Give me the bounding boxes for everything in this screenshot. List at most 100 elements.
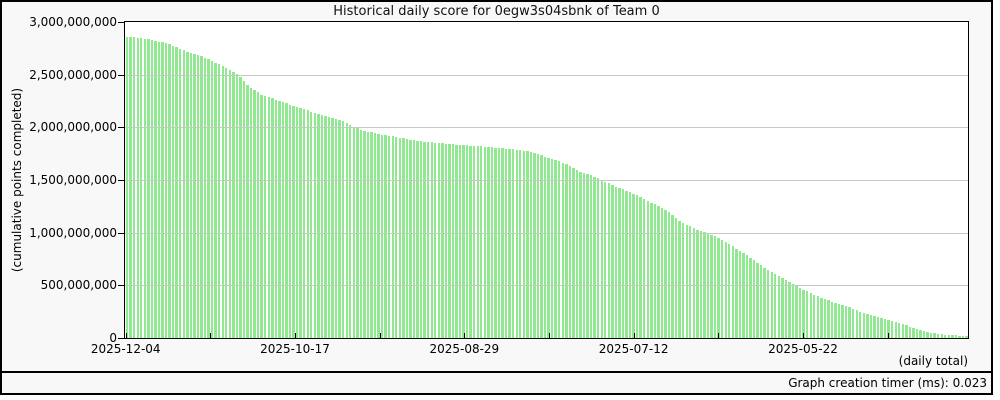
bar [395, 137, 398, 338]
bar [327, 116, 331, 338]
bar [767, 269, 770, 338]
bar [441, 143, 444, 338]
bar [582, 172, 586, 338]
y-tick [118, 127, 124, 129]
bar [859, 311, 862, 338]
bar [805, 291, 809, 338]
y-tick [118, 285, 124, 287]
bar [919, 329, 922, 338]
bar [657, 206, 660, 338]
bar [685, 224, 688, 338]
bar [643, 199, 646, 338]
bar [717, 238, 720, 338]
x-tick [718, 333, 720, 338]
bar [947, 334, 951, 338]
bar [370, 132, 373, 338]
bar [193, 53, 196, 338]
bar [274, 99, 278, 338]
x-tick-label: 2025-08-29 [429, 342, 500, 356]
bar [217, 64, 221, 338]
bar [887, 320, 890, 338]
gridline [125, 285, 968, 287]
bar [926, 331, 929, 338]
bar [497, 148, 501, 338]
bar [614, 186, 618, 338]
bar [140, 38, 143, 338]
bar [186, 51, 189, 338]
bar [412, 140, 416, 338]
x-tick-label: 2025-07-12 [598, 342, 669, 356]
bar [536, 154, 540, 338]
y-tick-label: 2,500,000,000 [29, 67, 117, 82]
bar [473, 145, 476, 338]
bar [380, 134, 384, 338]
bar [430, 142, 433, 338]
bar [550, 159, 554, 338]
bar [281, 102, 285, 338]
bar [207, 58, 210, 338]
y-tick [118, 338, 124, 339]
bar [469, 145, 472, 338]
y-tick-label: 500,000,000 [40, 278, 117, 293]
bar [267, 97, 270, 338]
y-tick-label: 2,000,000,000 [29, 120, 117, 135]
x-tick [802, 333, 804, 338]
bar [476, 146, 479, 338]
bar [745, 255, 749, 338]
bar [795, 285, 798, 338]
bar [586, 174, 589, 338]
bar [444, 143, 448, 338]
bar [951, 335, 954, 338]
bar [901, 324, 904, 338]
bar [618, 188, 621, 338]
bar [572, 167, 575, 338]
bar [961, 335, 965, 338]
y-tick [118, 74, 124, 76]
bar [561, 162, 564, 338]
bar [341, 121, 345, 338]
bar [303, 109, 306, 338]
bar [568, 166, 572, 338]
bar [848, 307, 851, 338]
bar [798, 287, 802, 338]
bar [402, 138, 405, 338]
chart-title: Historical daily score for 0egw3s04sbnk … [333, 4, 660, 19]
bar [434, 142, 437, 338]
bar [225, 68, 228, 338]
bar [890, 321, 894, 338]
gridline [125, 74, 968, 76]
bar [625, 190, 628, 338]
bar [823, 298, 827, 338]
bar [596, 177, 600, 338]
bar [781, 277, 784, 338]
bar [742, 253, 745, 338]
bar [494, 147, 497, 338]
bar [249, 87, 253, 338]
bar [313, 112, 317, 338]
bar [837, 303, 841, 338]
bar [189, 52, 193, 338]
bar [735, 248, 738, 338]
bar [487, 147, 490, 338]
bar [373, 133, 377, 338]
bar [306, 110, 309, 338]
bar [490, 147, 494, 338]
bar [239, 76, 242, 338]
bar [235, 73, 239, 338]
bar [813, 294, 816, 338]
bar [720, 240, 724, 338]
bar [164, 43, 168, 338]
gridline [125, 232, 968, 234]
bar [278, 100, 281, 338]
bar [958, 335, 961, 338]
bar [653, 204, 657, 338]
bar [841, 304, 844, 338]
bar [940, 334, 943, 338]
bar [689, 226, 692, 338]
bar [363, 130, 366, 338]
bar [678, 220, 681, 338]
bar [448, 144, 451, 338]
gridline [125, 127, 968, 129]
bar [182, 50, 185, 338]
bar [664, 209, 667, 338]
